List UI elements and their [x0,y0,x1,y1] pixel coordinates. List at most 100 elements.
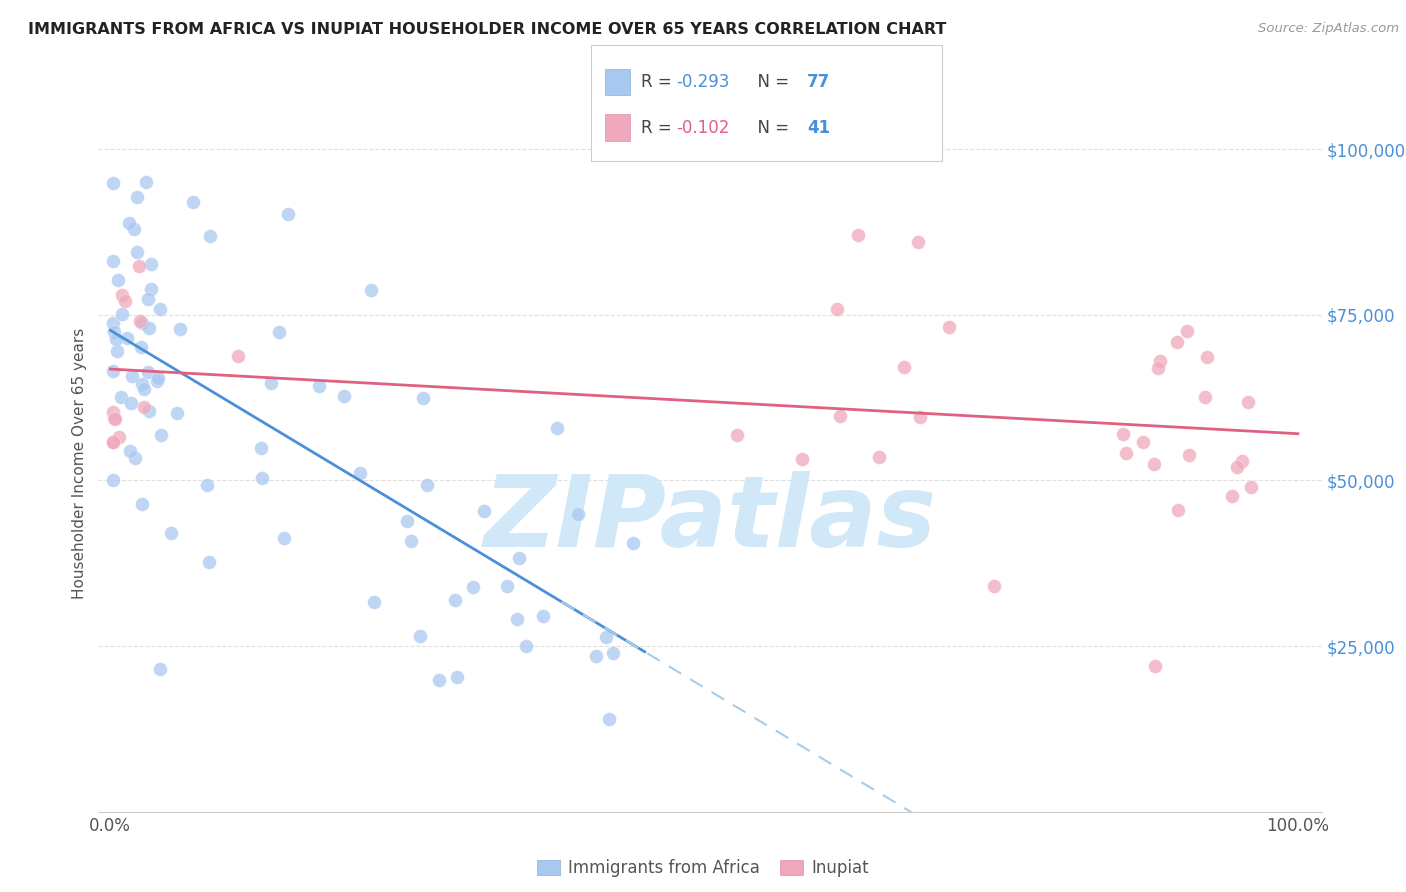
Point [101,316,124,330]
Point [260,376,283,390]
Text: R =: R = [641,73,678,91]
Point [121,369,143,384]
Point [124,450,146,465]
Legend: Immigrants from Africa, Inupiat: Immigrants from Africa, Inupiat [530,853,876,884]
Point [790,451,813,466]
Point [104,332,127,346]
Point [122,221,145,235]
Point [1115,445,1137,459]
Point [621,536,644,550]
Point [104,411,127,425]
Point [249,441,271,455]
Point [508,551,530,566]
Point [111,288,134,302]
Point [868,450,890,464]
Point [1166,334,1188,349]
Point [128,259,150,273]
Point [1239,480,1261,494]
Point [135,175,157,189]
Text: 41: 41 [807,119,830,136]
Point [598,712,620,726]
Point [1237,395,1260,409]
Point [416,478,439,492]
Point [195,478,218,492]
Point [110,390,132,404]
Point [101,364,124,378]
Point [169,322,191,336]
Point [111,307,134,321]
Point [114,294,136,309]
Point [908,409,931,424]
Point [132,382,155,396]
Point [138,365,160,379]
Point [308,379,330,393]
Point [149,428,172,442]
Point [160,526,183,541]
Point [1147,361,1170,376]
Point [427,673,450,687]
Point [585,649,607,664]
Point [1167,503,1189,517]
Point [363,595,385,609]
Point [105,343,128,358]
Point [198,228,221,243]
Point [252,471,274,485]
Point [131,497,153,511]
Point [602,646,624,660]
Point [107,273,129,287]
Point [1178,449,1201,463]
Point [146,371,169,385]
Text: N =: N = [747,73,794,91]
Point [893,360,915,375]
Point [1112,427,1135,442]
Point [138,404,160,418]
Point [825,301,848,316]
Point [349,467,371,481]
Point [118,216,141,230]
Point [399,534,422,549]
Text: Source: ZipAtlas.com: Source: ZipAtlas.com [1258,22,1399,36]
Point [226,350,249,364]
Point [127,190,149,204]
Point [138,320,160,334]
Point [446,670,468,684]
Point [983,579,1005,593]
Point [103,473,125,487]
Point [129,340,152,354]
Point [183,195,205,210]
Point [166,406,188,420]
Point [1220,489,1243,503]
Point [1232,454,1254,468]
Point [108,430,131,444]
Point [141,282,163,296]
Text: IMMIGRANTS FROM AFRICA VS INUPIAT HOUSEHOLDER INCOME OVER 65 YEARS CORRELATION C: IMMIGRANTS FROM AFRICA VS INUPIAT HOUSEH… [28,22,946,37]
Point [938,320,960,334]
Point [145,374,167,388]
Point [472,504,495,518]
Point [101,435,124,450]
Point [333,389,356,403]
Point [149,662,172,676]
Point [444,593,467,607]
Point [1194,390,1216,404]
Point [1175,324,1198,338]
Point [101,177,124,191]
Point [129,314,152,328]
Point [396,514,419,528]
Point [101,405,124,419]
Point [412,392,434,406]
Point [273,531,295,545]
Point [117,330,139,344]
Point [463,581,485,595]
Point [267,325,290,339]
Point [120,443,142,458]
Text: R =: R = [641,119,678,136]
Point [141,257,163,271]
Point [567,507,589,521]
Point [360,283,382,297]
Point [198,555,221,569]
Point [907,235,929,249]
Point [409,630,432,644]
Point [103,326,125,340]
Point [101,435,124,450]
